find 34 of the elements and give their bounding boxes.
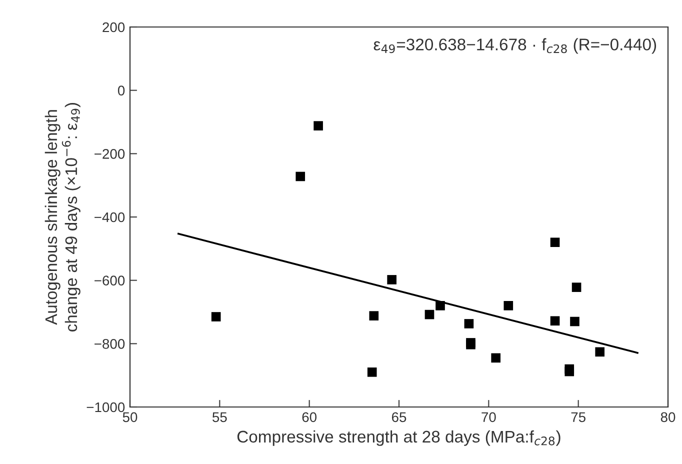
x-tick-label: 70 [482,412,496,422]
y-tick-label: −800 [94,339,125,349]
point [387,275,396,284]
point [491,353,500,363]
point [314,121,323,130]
y-tick-label: −600 [94,276,125,286]
y-tick-label: −1000 [86,402,125,412]
annotation: ε$_{49}$=320.638−14.678 · f$_{c28}$ (R=−0.440) [374,38,656,54]
point [211,312,221,322]
point [369,311,379,320]
point [550,316,560,326]
x-tick-label: 65 [392,412,406,422]
point [367,368,377,377]
point [550,238,560,247]
point [572,282,582,292]
x-axis-title: Compressive strength at 28 days (MPa:f$_{c28}$) [237,430,560,446]
point [564,366,574,376]
point [436,301,445,310]
x-tick-label: 50 [122,412,138,422]
y-tick-label: 200 [102,22,125,32]
x-tick-label: 75 [571,412,586,422]
point [424,310,434,320]
point [296,172,306,182]
x-tick-label: 55 [212,412,227,422]
y-axis-title: Autogenous shrinkage length change at 49 days (×10$^{−6}$: ε$_{49}$) [44,103,80,332]
y-tick-label: 0 [118,86,125,96]
y-tick-label: −400 [94,212,125,222]
point [595,347,605,357]
point [570,316,580,326]
point [464,319,474,328]
y-tick-label: −200 [94,149,125,159]
x-tick-label: 60 [302,412,317,422]
x-tick-label: 80 [660,412,676,422]
point [504,301,514,310]
